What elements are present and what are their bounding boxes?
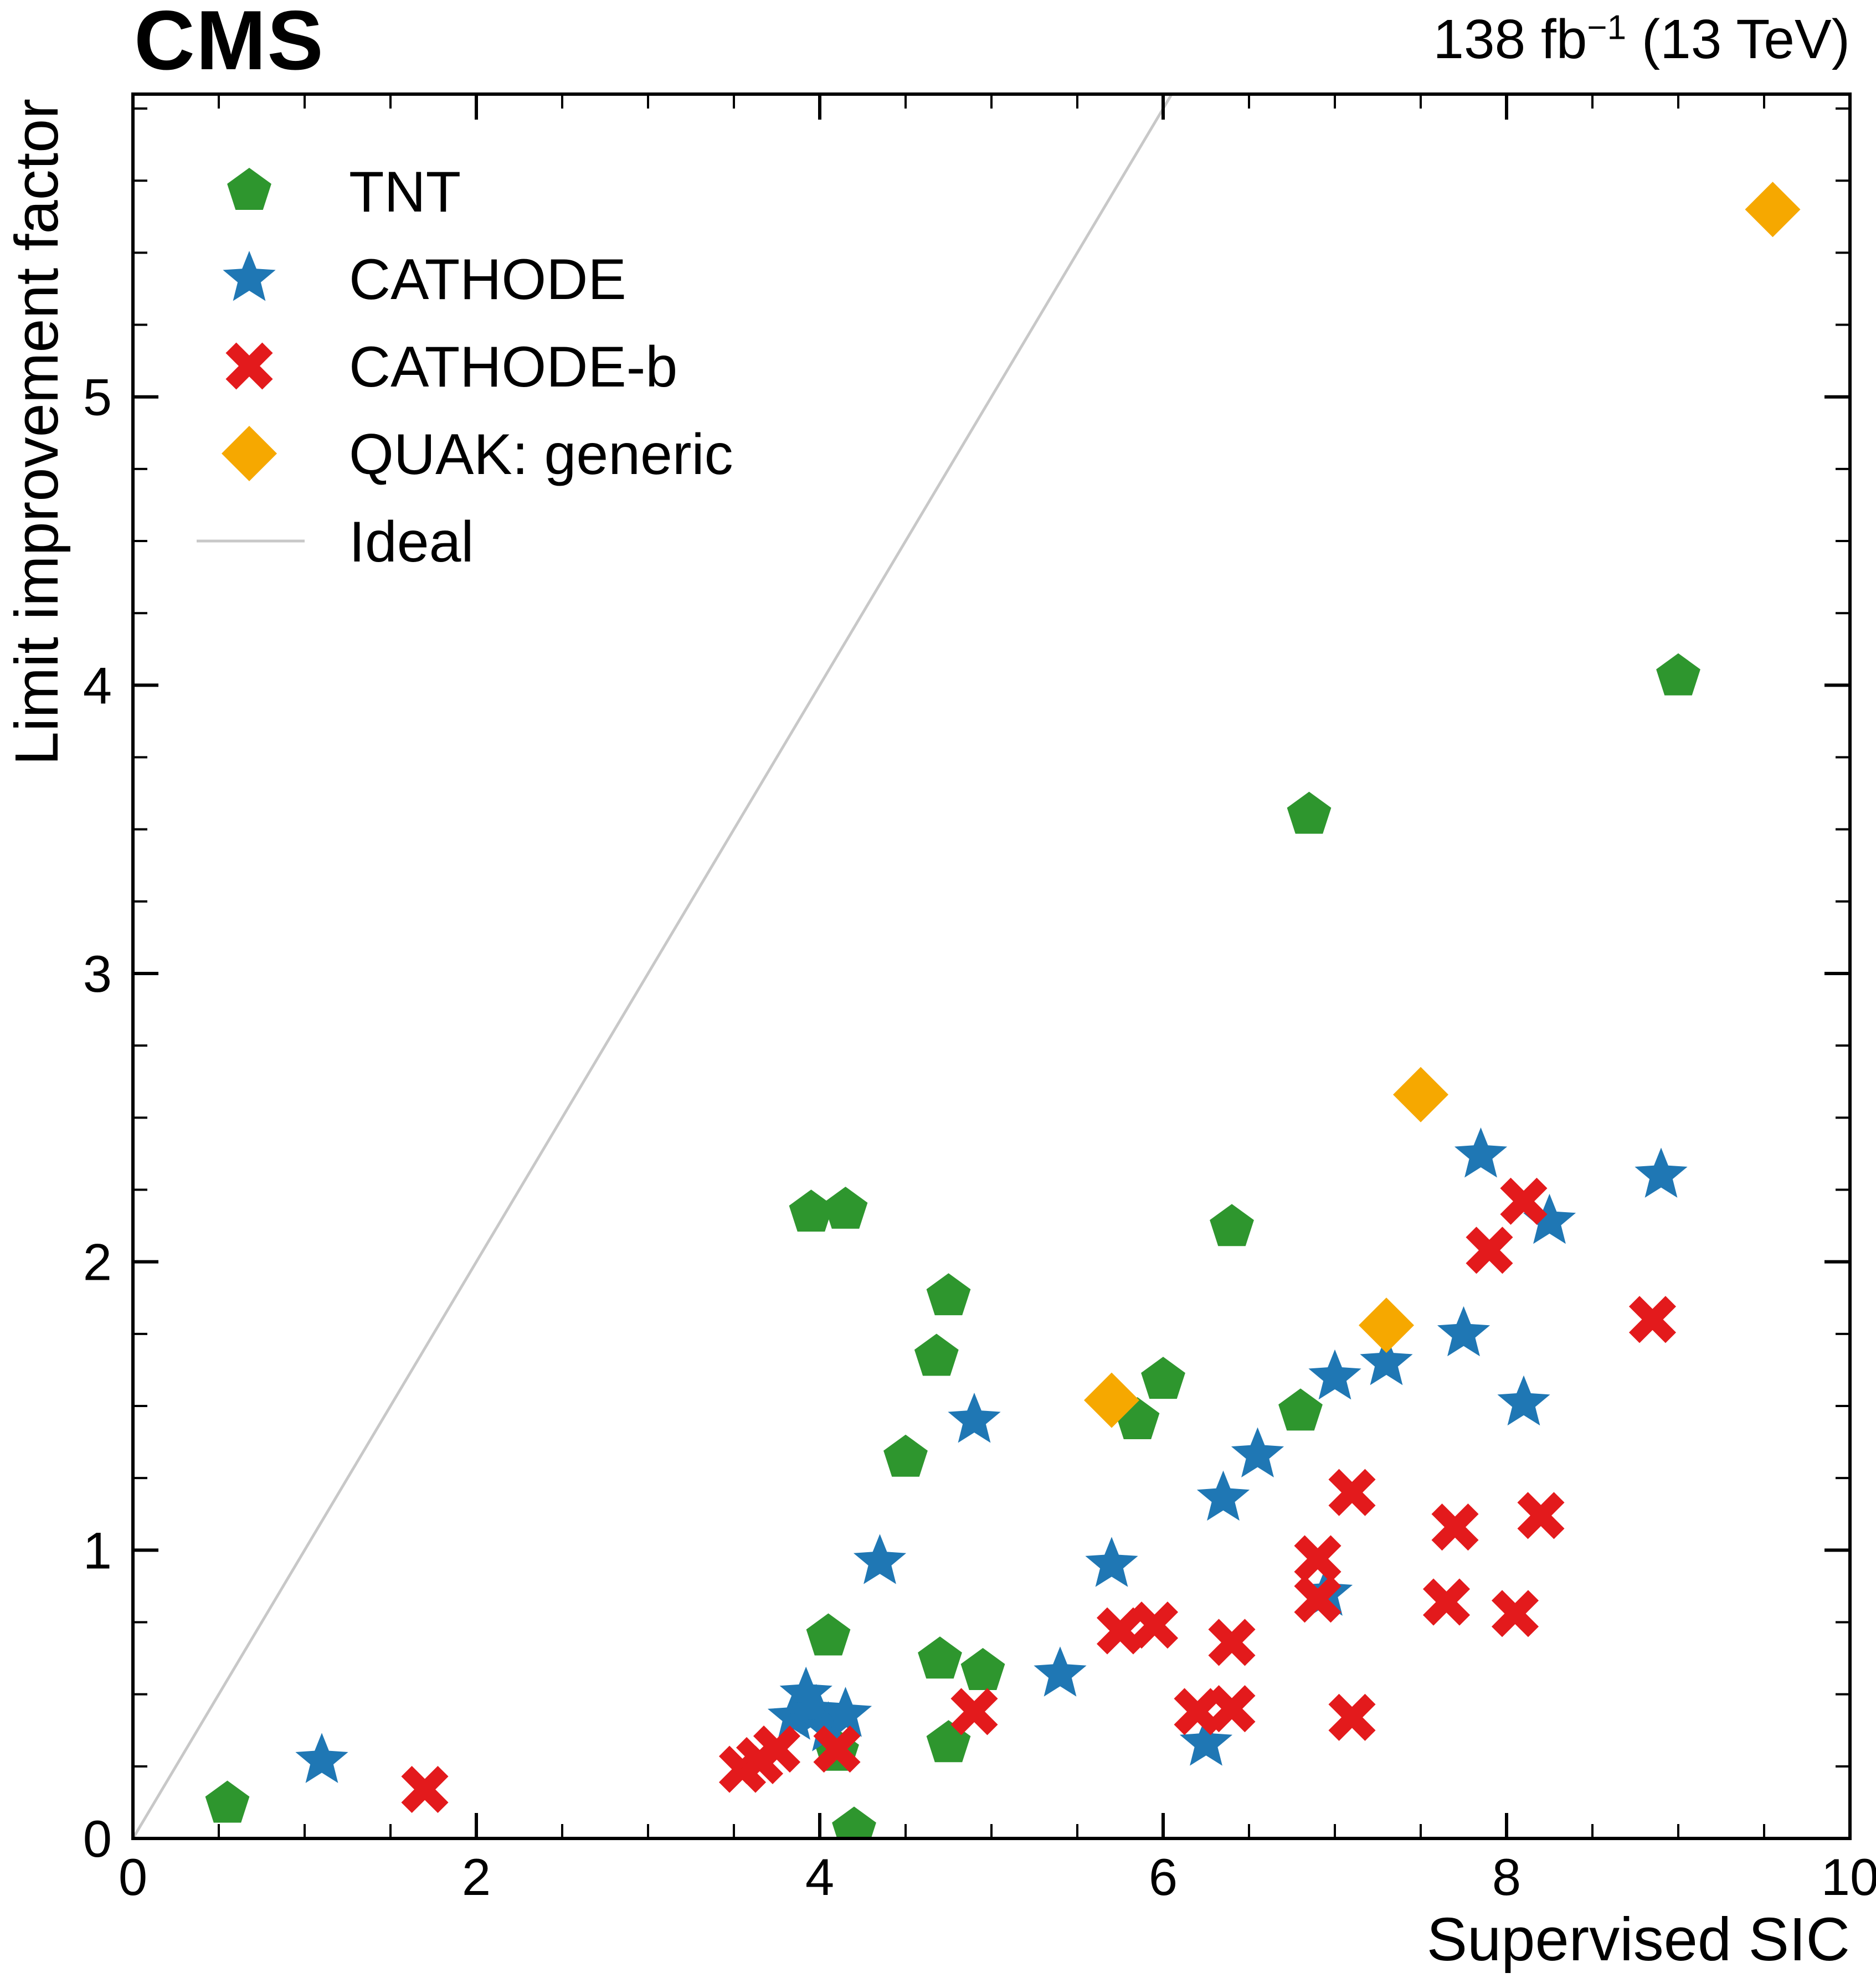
data-point-pentagon <box>806 1613 851 1656</box>
y-tick-label: 5 <box>83 368 112 426</box>
data-point-pentagon <box>926 1273 971 1316</box>
legend-label: CATHODE <box>349 248 626 312</box>
data-point-pentagon <box>883 1434 928 1477</box>
data-point-diamond <box>1745 182 1801 238</box>
data-point-x <box>1500 1177 1548 1225</box>
x-tick-label: 2 <box>462 1848 491 1906</box>
data-point-x <box>1466 1227 1513 1274</box>
data-point-pentagon <box>1287 791 1332 834</box>
data-point-star <box>1523 1193 1576 1244</box>
legend: TNT CATHODE CATHODE-b QUAK: generic Ideal <box>197 160 733 574</box>
data-point-star <box>779 1666 832 1717</box>
y-tick-label: 3 <box>83 945 112 1003</box>
data-point-x <box>1294 1575 1342 1623</box>
x-tick-label: 6 <box>1149 1848 1178 1906</box>
data-point-x <box>813 1725 861 1773</box>
data-point-x <box>950 1688 998 1735</box>
luminosity-label: 138 fb−1 (13 TeV) <box>1433 8 1850 71</box>
data-point-star <box>1179 1716 1233 1766</box>
data-point-x <box>1431 1503 1479 1551</box>
data-point-x <box>1328 1469 1376 1516</box>
y-tick-label: 0 <box>83 1810 112 1868</box>
x-axis-label: Supervised SIC <box>1427 1905 1850 1974</box>
y-tick-label: 2 <box>83 1233 112 1291</box>
x-tick-label: 10 <box>1821 1848 1876 1906</box>
data-point-star <box>1034 1646 1087 1697</box>
data-point-star <box>801 1701 855 1752</box>
x-tick-label: 4 <box>805 1848 834 1906</box>
ideal-line-segment <box>133 94 1174 1838</box>
data-point-diamond <box>222 426 277 481</box>
data-point-pentagon <box>1210 1204 1254 1246</box>
data-point-x <box>1294 1535 1342 1583</box>
data-point-x <box>1208 1619 1256 1666</box>
plot-area: 0 2 4 6 8 10 0 1 2 3 4 5 TNT CATHODE CATHODE-b QUAK: ge… <box>83 92 1876 1906</box>
data-point-star <box>1635 1147 1688 1198</box>
data-point-star <box>223 251 276 301</box>
data-point-pentagon <box>914 1333 959 1376</box>
data-point-x <box>1422 1578 1471 1626</box>
y-tick-label: 1 <box>83 1521 112 1579</box>
x-tick-label: 0 <box>119 1848 147 1906</box>
series-cathode <box>295 1127 1688 1783</box>
data-point-x <box>1491 1590 1539 1637</box>
data-point-star <box>767 1689 821 1740</box>
data-point-x <box>401 1765 449 1814</box>
experiment-label: CMS <box>134 0 325 87</box>
data-point-x <box>1208 1685 1256 1733</box>
data-point-star <box>295 1733 348 1783</box>
data-point-pentagon <box>227 168 271 210</box>
data-point-star <box>1231 1427 1284 1477</box>
data-point-x <box>753 1725 801 1773</box>
data-point-star <box>1497 1375 1550 1426</box>
data-point-x <box>1130 1601 1179 1649</box>
data-point-diamond <box>1393 1067 1448 1122</box>
data-point-star <box>1308 1349 1361 1400</box>
data-point-star <box>1360 1335 1413 1385</box>
data-point-star <box>819 1687 872 1737</box>
series-cathode-b <box>401 1177 1677 1814</box>
data-point-pentagon <box>1656 653 1700 696</box>
data-point-star <box>1437 1306 1490 1357</box>
ideal-line <box>133 94 1174 1838</box>
data-point-star <box>790 1683 843 1734</box>
data-point-diamond <box>1084 1372 1139 1428</box>
data-point-pentagon <box>832 1806 876 1838</box>
legend-label: QUAK: generic <box>349 423 733 487</box>
data-point-pentagon <box>1141 1357 1185 1399</box>
legend-label: TNT <box>349 160 461 224</box>
legend-label: Ideal <box>349 510 474 574</box>
x-tick-label: 8 <box>1492 1848 1521 1906</box>
lumi-value: 138 fb <box>1433 8 1587 70</box>
data-point-pentagon <box>918 1636 962 1679</box>
data-point-star <box>1196 1470 1250 1521</box>
data-point-pentagon <box>823 1187 868 1229</box>
series-tnt <box>205 653 1700 1838</box>
data-point-x <box>1096 1607 1144 1655</box>
y-tick-label: 4 <box>83 656 112 714</box>
data-point-x <box>1328 1693 1376 1741</box>
axis-ticks: 0 2 4 6 8 10 0 1 2 3 4 5 <box>83 94 1876 1906</box>
data-point-x <box>225 342 273 390</box>
legend-label: CATHODE-b <box>349 335 677 399</box>
y-axis-label: Limit improvement factor <box>3 99 71 765</box>
lumi-energy: (13 TeV) <box>1626 8 1850 70</box>
data-point-pentagon <box>1278 1388 1323 1431</box>
data-point-star <box>853 1534 907 1584</box>
data-point-pentagon <box>205 1780 250 1823</box>
data-point-pentagon <box>789 1189 834 1232</box>
data-point-pentagon <box>960 1648 1005 1690</box>
data-point-star <box>1454 1127 1508 1178</box>
series-quak-generic <box>1084 182 1801 1428</box>
data-point-star <box>948 1393 1001 1443</box>
lumi-exponent: −1 <box>1587 8 1627 47</box>
data-point-star <box>1085 1537 1138 1587</box>
data-point-x <box>1628 1296 1677 1343</box>
data-point-diamond <box>1359 1297 1414 1353</box>
data-point-x <box>1517 1492 1565 1539</box>
data-point-x <box>1174 1688 1221 1735</box>
